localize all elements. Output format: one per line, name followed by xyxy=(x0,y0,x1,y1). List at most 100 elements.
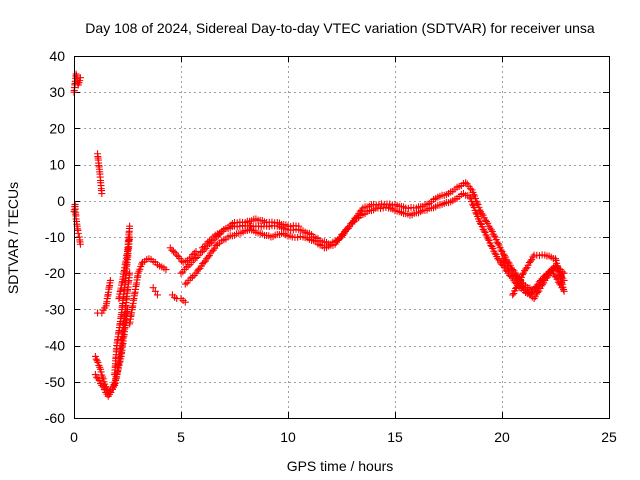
data-point xyxy=(462,179,470,187)
data-point xyxy=(501,258,509,266)
data-point xyxy=(173,251,181,259)
data-point xyxy=(466,185,474,193)
plot-frame xyxy=(74,56,610,419)
data-point xyxy=(92,355,100,363)
data-point xyxy=(523,288,531,296)
data-point xyxy=(97,368,105,376)
data-point xyxy=(190,249,198,257)
data-point xyxy=(534,288,542,296)
data-point xyxy=(558,268,566,276)
data-point xyxy=(76,240,84,248)
data-point xyxy=(334,237,342,245)
data-point xyxy=(560,287,568,295)
data-point xyxy=(347,220,355,228)
data-point xyxy=(76,74,84,82)
y-tick-label: -20 xyxy=(45,265,65,281)
data-marks xyxy=(70,70,568,400)
data-point xyxy=(98,381,106,389)
data-point xyxy=(342,226,350,234)
data-point xyxy=(153,291,161,299)
data-point xyxy=(559,286,567,294)
data-point xyxy=(473,199,481,207)
data-point xyxy=(98,190,106,198)
data-point xyxy=(95,377,103,385)
data-point xyxy=(543,273,551,281)
x-tick-label: 25 xyxy=(601,429,617,445)
x-tick-label: 20 xyxy=(494,429,510,445)
y-tick-label: -30 xyxy=(45,301,65,317)
data-point xyxy=(197,249,205,257)
data-point xyxy=(555,265,563,273)
x-axis-label: GPS time / hours xyxy=(287,458,394,474)
data-point xyxy=(177,269,185,277)
y-axis-label: SDTVAR / TECUs xyxy=(5,182,21,294)
data-point xyxy=(490,232,498,240)
data-point xyxy=(100,386,108,394)
data-point xyxy=(109,383,117,391)
data-point xyxy=(522,265,530,273)
data-point xyxy=(518,282,526,290)
data-point xyxy=(76,77,84,85)
y-tick-label: 40 xyxy=(49,48,65,64)
data-point xyxy=(552,256,560,264)
data-point xyxy=(136,265,144,273)
data-point xyxy=(99,373,107,381)
data-point xyxy=(339,230,347,238)
data-point xyxy=(509,291,517,299)
data-point xyxy=(558,280,566,288)
data-point xyxy=(494,240,502,248)
data-point xyxy=(200,258,208,266)
data-point xyxy=(170,247,178,255)
data-point xyxy=(162,266,170,274)
y-tick-label: 0 xyxy=(57,193,65,209)
data-point xyxy=(189,251,197,259)
data-point xyxy=(192,247,200,255)
data-point xyxy=(527,257,535,265)
x-tick-label: 5 xyxy=(177,429,185,445)
data-point xyxy=(106,276,114,284)
data-point xyxy=(295,222,303,230)
data-point xyxy=(470,191,478,199)
x-tick-label: 15 xyxy=(387,429,403,445)
data-point xyxy=(188,273,196,281)
data-point xyxy=(94,358,102,366)
data-point xyxy=(204,253,212,261)
grid xyxy=(74,56,609,418)
data-point xyxy=(557,277,565,285)
y-tick-label: 10 xyxy=(49,157,65,173)
data-point xyxy=(470,204,478,212)
data-point xyxy=(480,227,488,235)
data-point xyxy=(558,279,566,287)
data-point xyxy=(514,277,522,285)
data-point xyxy=(126,222,134,230)
data-point xyxy=(497,246,505,254)
data-point xyxy=(149,284,157,292)
y-tick-label: -10 xyxy=(45,229,65,245)
data-point xyxy=(472,209,480,217)
y-tick-label: -60 xyxy=(45,410,65,426)
data-point xyxy=(466,193,474,201)
data-point xyxy=(191,254,199,262)
data-point xyxy=(74,229,82,237)
data-point xyxy=(107,388,115,396)
data-point xyxy=(181,298,189,306)
x-tick-label: 0 xyxy=(70,429,78,445)
x-tick-label: 10 xyxy=(280,429,296,445)
y-tick-label: 30 xyxy=(49,84,65,100)
data-point xyxy=(538,281,546,289)
data-point xyxy=(484,235,492,243)
y-tick-label: -50 xyxy=(45,374,65,390)
data-point xyxy=(151,287,159,295)
y-tick-label: -40 xyxy=(45,338,65,354)
data-point xyxy=(518,271,526,279)
data-point xyxy=(535,278,543,286)
data-point xyxy=(560,269,568,277)
y-tick-label: 20 xyxy=(49,120,65,136)
data-point xyxy=(487,226,495,234)
data-point xyxy=(552,255,559,263)
data-point xyxy=(468,200,476,208)
data-point xyxy=(93,357,101,365)
chart-title: Day 108 of 2024, Sidereal Day-to-day VTE… xyxy=(85,20,595,36)
